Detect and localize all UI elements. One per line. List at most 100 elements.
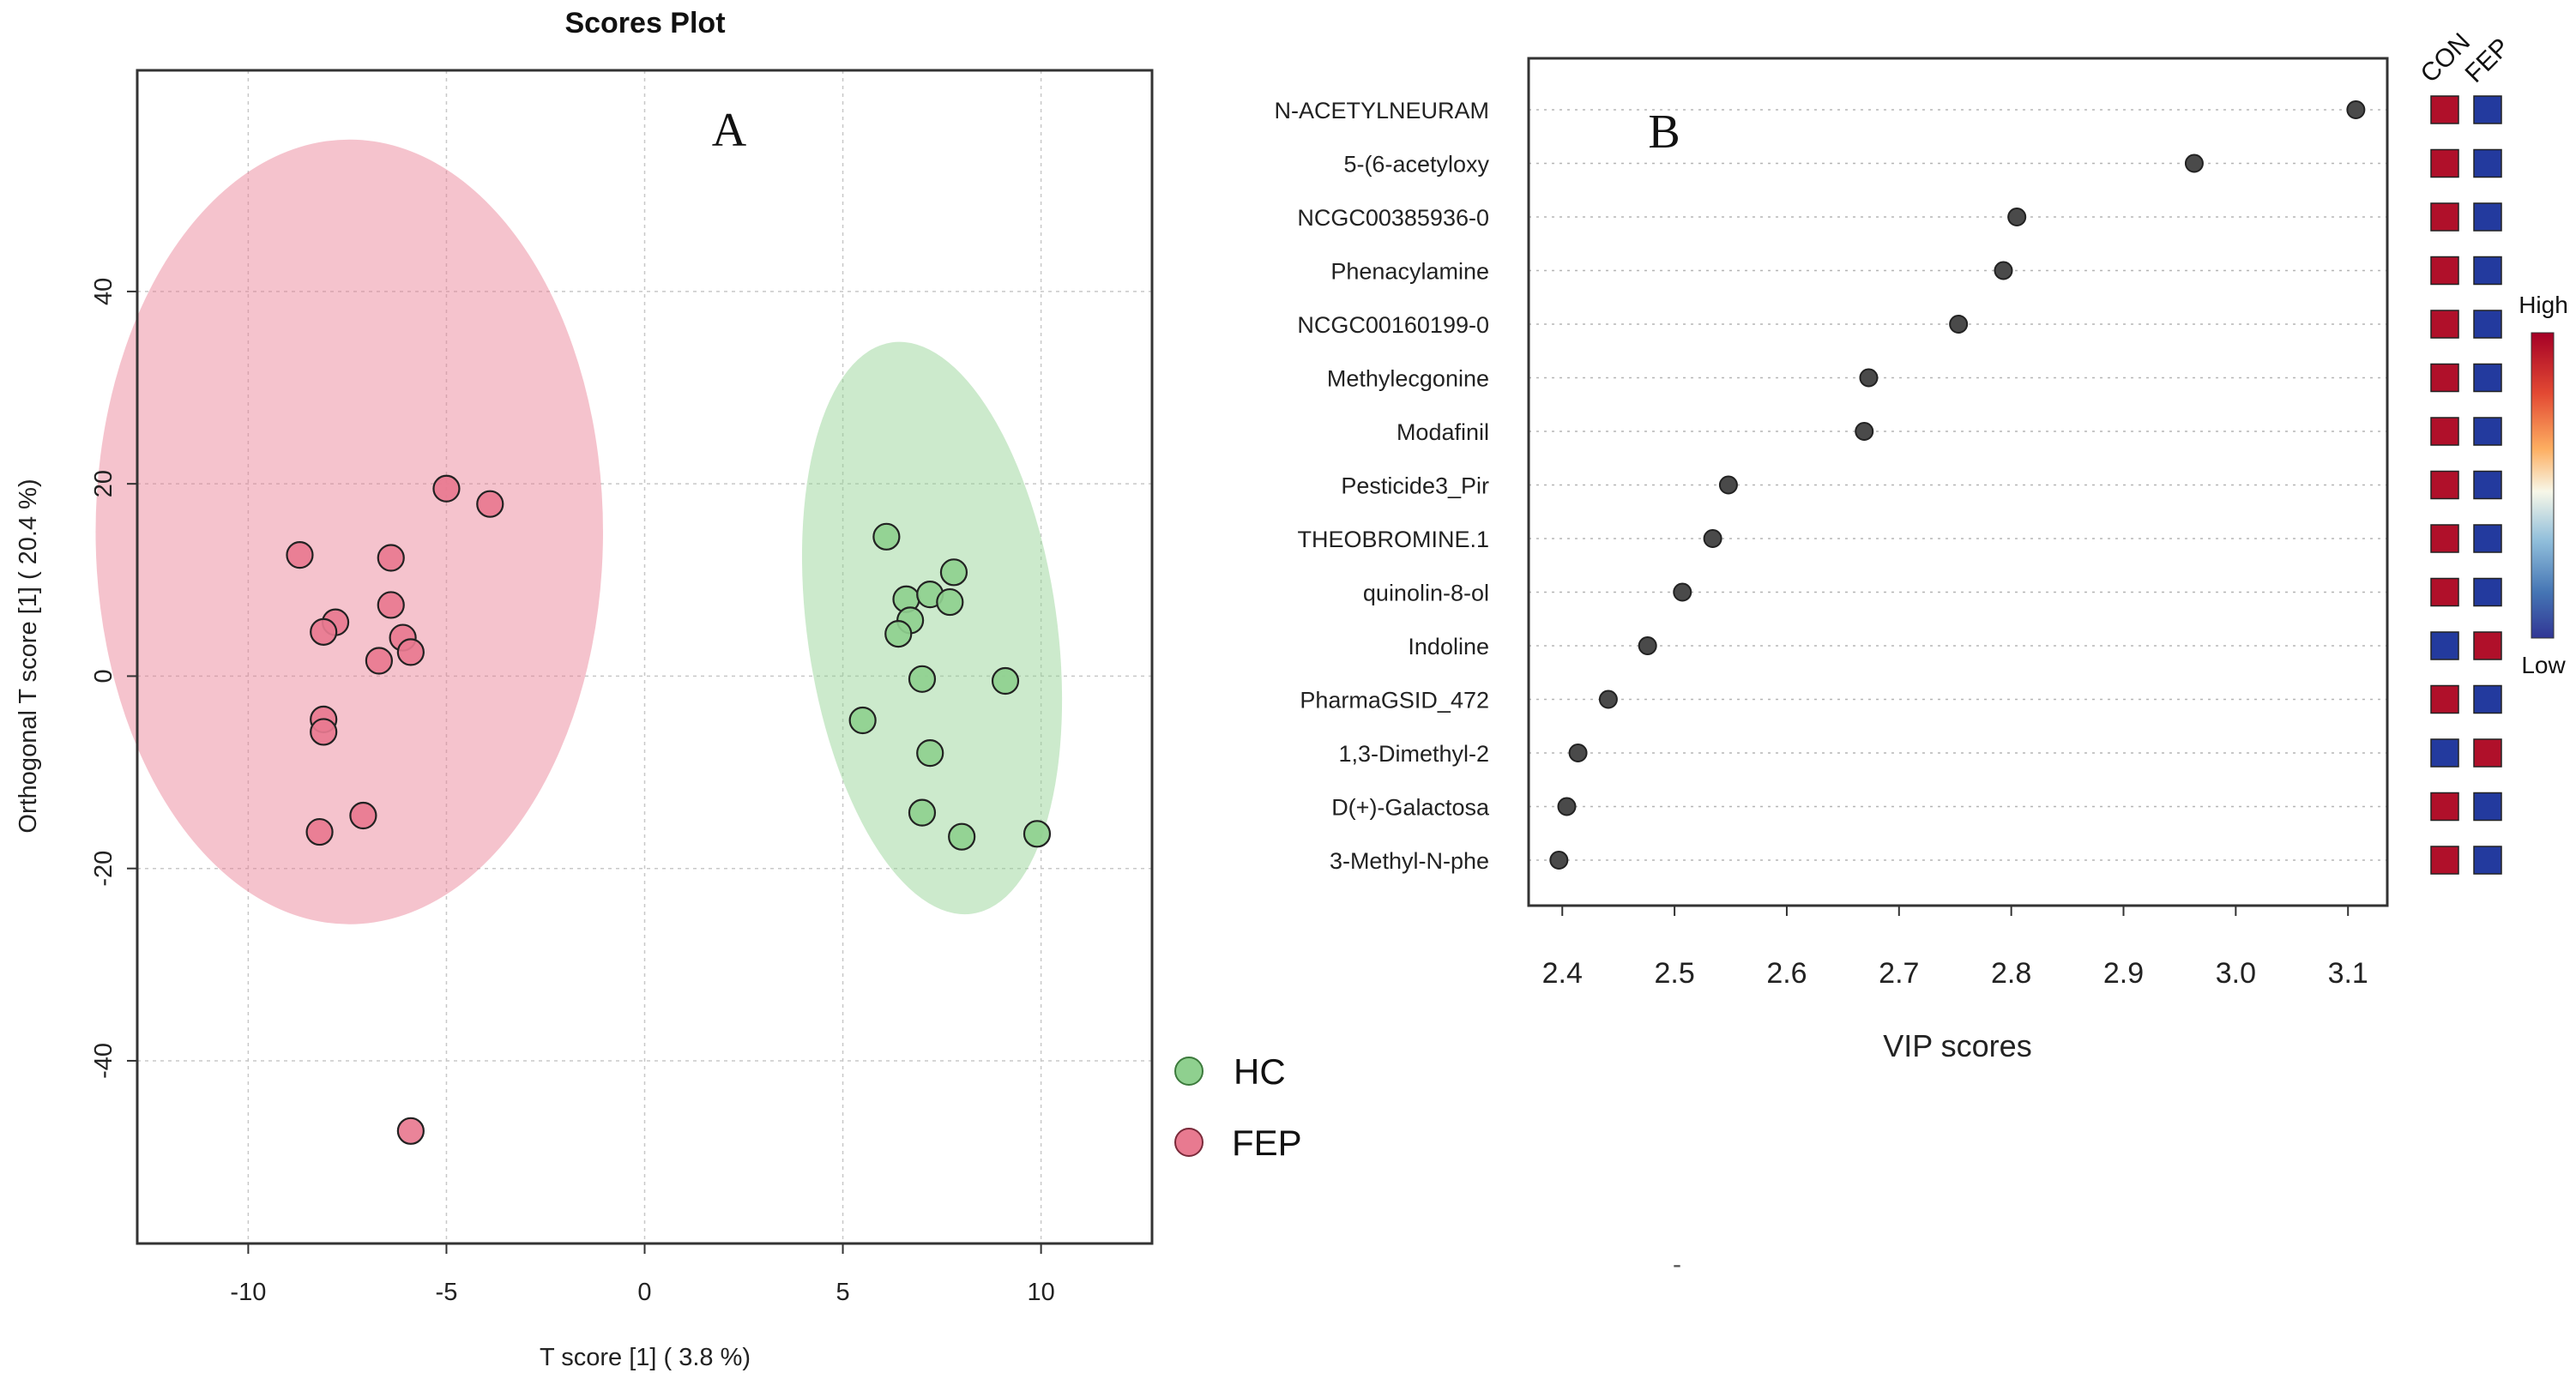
vip-plot-x-ticks: 2.4 2.5 2.6 2.7 2.8 2.9 3.0 3.1 <box>1542 906 2368 990</box>
heatmap-cell-con <box>2430 684 2459 714</box>
vip-feature-label: N-ACETYLNEURAM <box>1274 98 1489 123</box>
scores-x-tick-label: 10 <box>1027 1279 1054 1306</box>
legend-marker-fep <box>1174 1128 1204 1157</box>
color-scale-low-label: Low <box>2521 652 2566 678</box>
vip-feature-label: NCGC00385936-0 <box>1297 205 1489 231</box>
score-point-hc <box>991 666 1020 696</box>
vip-score-point <box>1598 689 1618 709</box>
vip-plot-x-axis-label: VIP scores <box>1883 1028 2031 1063</box>
scores-x-tick-label: 5 <box>836 1279 849 1306</box>
score-point-hc <box>848 706 877 735</box>
heatmap-cell-fep <box>2473 846 2502 875</box>
vip-score-point <box>1568 744 1588 762</box>
color-scale-high-label: High <box>2519 292 2568 318</box>
vip-score-point <box>1673 582 1692 602</box>
vip-feature-label: THEOBROMINE.1 <box>1297 527 1489 552</box>
vip-feature-label: Modafinil <box>1397 419 1489 445</box>
color-scale: High Low <box>2519 292 2568 678</box>
score-point-hc <box>908 665 937 693</box>
score-point-hc <box>939 558 968 587</box>
heatmap-cell-con <box>2430 524 2459 553</box>
score-point-fep <box>396 638 425 666</box>
scores-y-tick-label: -40 <box>90 1043 118 1079</box>
vip-plot-frame <box>1527 57 2389 907</box>
vip-score-point <box>1557 797 1577 816</box>
scores-plot-y-ticks: -40 -20 0 20 40 <box>90 278 137 1079</box>
vip-score-point <box>1703 529 1722 548</box>
vip-feature-label: Pesticide3_Pir <box>1341 473 1489 499</box>
score-point-hc <box>916 739 944 768</box>
vip-feature-label: Methylecgonine <box>1327 366 1489 392</box>
scores-plot-points <box>286 474 1052 1145</box>
panel-b-label: B <box>1648 105 1680 159</box>
heatmap-cell-fep <box>2473 95 2502 124</box>
score-point-fep <box>365 647 393 675</box>
vip-score-point <box>1994 261 2013 280</box>
scores-y-tick-label: 40 <box>90 278 118 305</box>
heatmap-cell-fep <box>2473 792 2502 822</box>
heatmap-cell-fep <box>2473 631 2502 660</box>
heatmap-cell-con <box>2430 95 2459 124</box>
vip-x-tick-label: 2.7 <box>1879 957 1919 990</box>
scores-plot-title: Scores Plot <box>564 7 725 39</box>
vip-score-point <box>1855 422 1874 441</box>
heatmap-cell-fep <box>2473 524 2502 553</box>
legend-marker-hc <box>1174 1057 1204 1086</box>
scores-x-tick-label: -5 <box>436 1279 458 1306</box>
vip-x-tick-label: 2.9 <box>2103 957 2144 990</box>
confidence-ellipse-hc <box>801 341 1063 915</box>
vip-x-tick-label: 3.0 <box>2216 957 2256 990</box>
vip-x-tick-label: 2.4 <box>1542 957 1583 990</box>
heatmap-cell-fep <box>2473 363 2502 393</box>
scores-x-tick-label: 0 <box>637 1279 651 1306</box>
panel-a-label: A <box>712 104 747 157</box>
vip-score-point <box>1549 851 1569 870</box>
heatmap-cell-con <box>2430 202 2459 232</box>
scores-plot-ellipses <box>95 139 1063 924</box>
heatmap-cell-fep <box>2473 417 2502 446</box>
vip-score-point <box>2346 100 2366 119</box>
confidence-ellipse-fep <box>95 139 603 924</box>
scores-plot-x-axis-label: T score [1] ( 3.8 %) <box>540 1344 751 1371</box>
score-point-fep <box>286 541 314 569</box>
score-point-fep <box>305 817 334 846</box>
heatmap-cell-con <box>2430 846 2459 875</box>
score-point-fep <box>349 801 377 830</box>
score-point-hc <box>1023 820 1052 848</box>
score-point-fep <box>377 591 405 619</box>
heatmap-cell-con <box>2430 738 2459 768</box>
vip-x-tick-label: 2.8 <box>1991 957 2031 990</box>
heatmap-cell-fep <box>2473 470 2502 500</box>
vip-score-point <box>1949 315 1969 334</box>
vip-feature-label: D(+)-Galactosa <box>1331 795 1490 821</box>
heatmap-cell-fep <box>2473 310 2502 339</box>
score-point-hc <box>936 587 964 617</box>
score-point-fep <box>476 490 504 518</box>
score-point-hc <box>908 798 937 827</box>
score-point-fep <box>310 718 338 746</box>
vip-feature-label: 5-(6-acetyloxy <box>1343 152 1489 178</box>
score-point-fep <box>396 1117 425 1145</box>
vip-score-point <box>2007 208 2027 226</box>
heatmap-cell-fep <box>2473 684 2502 714</box>
scores-plot-y-axis-label: Orthogonal T score [1] ( 20.4 %) <box>15 479 42 833</box>
scores-plot-legend: HC FEP <box>1174 1051 1302 1163</box>
scores-plot-x-ticks: -10 -5 0 5 10 <box>230 1243 1055 1306</box>
score-point-fep <box>432 474 461 503</box>
heatmap-cell-con <box>2430 417 2459 446</box>
vip-x-tick-label: 2.5 <box>1654 957 1694 990</box>
heatmap-cell-con <box>2430 631 2459 660</box>
vip-feature-label: Phenacylamine <box>1330 259 1489 285</box>
vip-feature-label: 3-Methyl-N-phe <box>1330 848 1489 874</box>
vip-feature-label: quinolin-8-ol <box>1363 581 1489 606</box>
scores-x-tick-label: -10 <box>230 1279 266 1306</box>
vip-score-point <box>1859 368 1879 388</box>
legend-label-fep: FEP <box>1232 1123 1302 1163</box>
vip-score-point <box>1638 636 1657 655</box>
legend-label-hc: HC <box>1234 1051 1286 1092</box>
vip-x-tick-label: 3.1 <box>2328 957 2368 990</box>
score-point-hc <box>872 522 901 551</box>
vip-plot-panel: N-ACETYLNEURAM 5-(6-acetyloxy NCGC00385936… <box>1274 27 2567 1279</box>
vip-feature-label: 1,3-Dimethyl-2 <box>1338 741 1489 767</box>
